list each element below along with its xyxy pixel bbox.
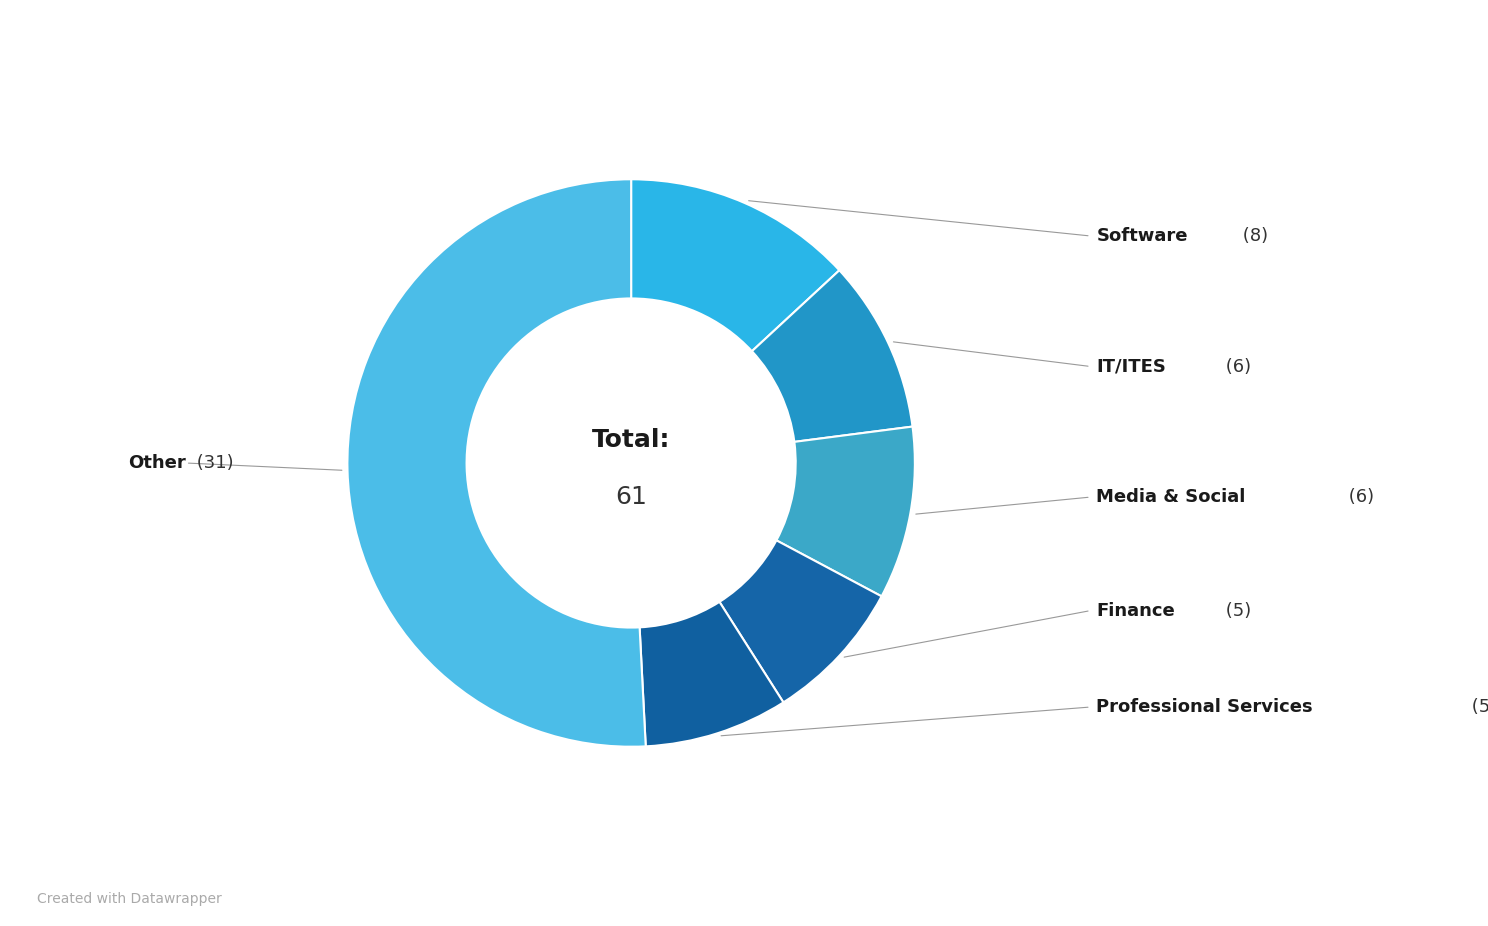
- Text: Media & Social: Media & Social: [1097, 488, 1245, 506]
- Text: Finance (5): Finance (5): [1097, 602, 1196, 619]
- Wedge shape: [720, 541, 881, 703]
- Text: Created with Datawrapper: Created with Datawrapper: [37, 892, 222, 906]
- Text: Professional Services: Professional Services: [1097, 698, 1312, 716]
- Text: (5): (5): [1220, 602, 1251, 619]
- Text: Professional Services (5): Professional Services (5): [1097, 698, 1318, 716]
- Text: Finance: Finance: [1097, 602, 1176, 619]
- Text: (31): (31): [192, 454, 234, 472]
- Wedge shape: [751, 270, 912, 442]
- Text: Software: Software: [1097, 227, 1187, 245]
- Wedge shape: [631, 180, 839, 351]
- Text: 61: 61: [615, 485, 647, 509]
- Text: (8): (8): [1237, 227, 1268, 245]
- Text: (6): (6): [1342, 488, 1373, 506]
- Text: IT/ITES (6): IT/ITES (6): [1097, 357, 1189, 376]
- Text: (5): (5): [1466, 698, 1488, 716]
- Text: Total:: Total:: [592, 429, 670, 452]
- Text: IT/ITES: IT/ITES: [1097, 357, 1167, 376]
- Wedge shape: [347, 180, 646, 746]
- Wedge shape: [777, 427, 915, 596]
- Wedge shape: [640, 602, 783, 746]
- Text: Other: Other: [128, 454, 186, 472]
- Text: Software (8): Software (8): [1097, 227, 1207, 245]
- Text: Media & Social (6): Media & Social (6): [1097, 488, 1260, 506]
- Text: (6): (6): [1220, 357, 1251, 376]
